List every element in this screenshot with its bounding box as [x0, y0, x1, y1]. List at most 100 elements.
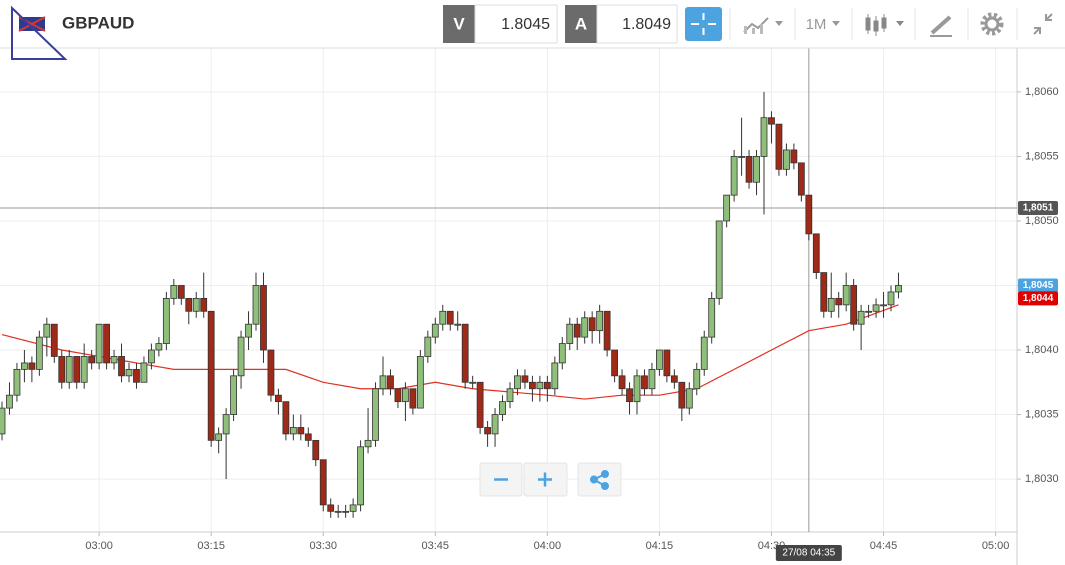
collapse-button[interactable]	[1033, 13, 1053, 35]
candle-body	[13, 368, 21, 396]
candle-body	[790, 149, 798, 164]
plot-area: 1,8030 1,8035 1,8040 1,8045 1,8050 1,8055 1,80…	[0, 48, 1059, 565]
candle-body	[275, 394, 282, 403]
candle-body	[118, 356, 125, 377]
candle-body	[708, 297, 716, 338]
candle-body	[416, 356, 424, 409]
symbol[interactable]: GBPAUD	[62, 13, 134, 32]
y-tick-label: 1,8030	[1025, 473, 1059, 485]
candle-body	[476, 381, 484, 428]
candle-body	[387, 375, 394, 390]
ask-price: 1.8049	[622, 16, 671, 33]
candle-body	[827, 297, 835, 312]
candle-body	[252, 285, 260, 325]
price-tag-label: 1,8044	[1023, 293, 1054, 304]
settings-button[interactable]	[980, 12, 1004, 36]
x-tick-label: 03:45	[422, 540, 450, 552]
bid-label-box	[443, 5, 475, 43]
candle-body	[342, 510, 350, 513]
candle-body	[454, 323, 462, 326]
candle-body	[80, 356, 88, 383]
candle-body	[633, 375, 641, 403]
candle-body	[835, 297, 843, 306]
price-tag-label: 1,8051	[1023, 203, 1054, 214]
candle-body	[551, 362, 559, 390]
chart-type-button[interactable]	[743, 17, 783, 34]
y-tick-label: 1,8050	[1025, 215, 1059, 227]
price-tag	[1018, 291, 1058, 306]
candle-body	[499, 401, 506, 415]
candle-body	[364, 439, 372, 448]
plus-icon	[538, 472, 552, 487]
logo-triangle	[11, 5, 68, 60]
candle-body	[529, 381, 536, 390]
candle-body	[230, 375, 237, 415]
candle-body	[282, 401, 290, 435]
candle-body	[58, 356, 66, 383]
candle-body	[207, 310, 215, 441]
candle-body	[588, 317, 596, 332]
candle-body	[446, 310, 454, 325]
draw-tool-button[interactable]	[930, 15, 952, 37]
candle-body	[715, 220, 723, 299]
candle-body	[805, 194, 813, 235]
candle-body	[402, 388, 409, 403]
price-tag-label: 1,8045	[1023, 280, 1054, 291]
candle-body	[880, 304, 887, 307]
candle-body	[536, 381, 544, 390]
y-tick-label: 1,8055	[1025, 150, 1059, 162]
candle-body	[237, 336, 245, 377]
candle-body	[693, 368, 701, 390]
candle-body	[312, 439, 320, 461]
candle-body	[543, 381, 551, 390]
candle-body	[753, 156, 760, 183]
crosshair-icon	[691, 13, 716, 35]
candle-body	[162, 297, 170, 344]
ask-label-box	[565, 5, 597, 43]
candle-body	[297, 427, 305, 435]
candle-body	[43, 323, 51, 338]
candle-body	[409, 388, 417, 409]
candle-body	[140, 362, 148, 383]
share-icon	[590, 470, 609, 490]
candle-body	[842, 285, 850, 306]
candle-body	[200, 297, 208, 312]
candle-body	[319, 459, 327, 506]
candle-body	[28, 362, 36, 370]
candle-body	[379, 375, 387, 390]
candle-body	[685, 388, 693, 409]
interval[interactable]: 1M	[806, 16, 827, 33]
moving-average	[1, 304, 899, 400]
candle-style-button[interactable]	[865, 14, 904, 36]
x-tick-label: 05:00	[982, 540, 1010, 552]
x-tick-label: 03:30	[309, 540, 337, 552]
candle-body	[65, 356, 73, 383]
crosshair-button[interactable]	[685, 7, 722, 41]
bid-box[interactable]	[474, 4, 558, 44]
y-tick-label: 1,8040	[1025, 344, 1059, 356]
candle-body	[73, 356, 81, 383]
candle-body	[439, 310, 447, 325]
crosshair-time-label: 27/08 04:35	[782, 548, 835, 559]
price-tag	[1018, 201, 1058, 216]
candle-body	[723, 194, 731, 222]
x-tick-label: 03:00	[85, 540, 113, 552]
candle-body	[461, 323, 469, 383]
share-button[interactable]	[577, 462, 622, 497]
candle-body	[656, 349, 663, 370]
candle-body	[334, 510, 342, 513]
candle-body	[626, 388, 633, 403]
ask-box[interactable]	[596, 4, 678, 44]
candle-body	[775, 123, 783, 170]
candle-body	[506, 388, 514, 403]
candle-body	[820, 272, 828, 312]
candle-body	[603, 310, 611, 351]
bid-price: 1.8045	[501, 16, 550, 33]
candle-body	[872, 304, 880, 312]
candle-body	[491, 414, 499, 435]
candle-body	[850, 285, 858, 325]
candle-body	[245, 323, 252, 338]
candle-body	[641, 375, 648, 390]
